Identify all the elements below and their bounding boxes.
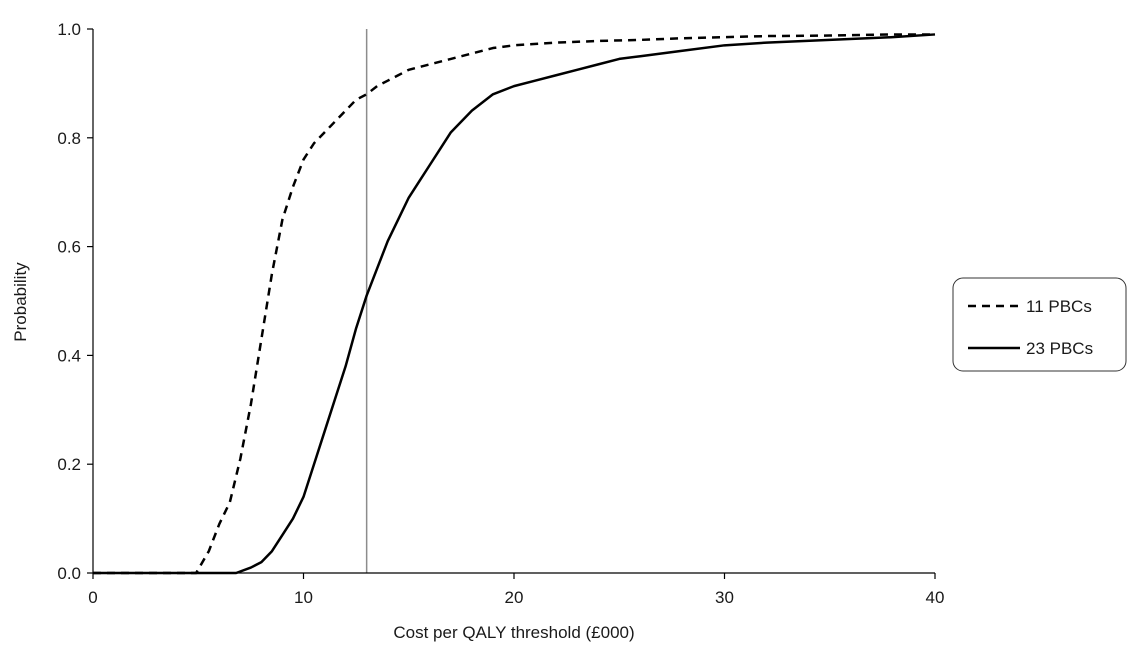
- axes-layer: [87, 28, 936, 579]
- x-tick-label: 40: [926, 588, 945, 607]
- legend: 11 PBCs 23 PBCs: [952, 277, 1127, 372]
- x-tick-label: 10: [294, 588, 313, 607]
- series-line-11-pbcs: [93, 33, 935, 575]
- y-tick-label: 0.2: [57, 455, 81, 474]
- tick-label-layer: 0.0 0.2 0.4 0.6 0.8 1.0 0 10 20 30 40: [57, 20, 944, 607]
- y-tick-label: 0.4: [57, 346, 81, 365]
- y-axis-title: Probability: [11, 262, 30, 342]
- x-tick-label: 20: [505, 588, 524, 607]
- y-tick-label: 0.0: [57, 564, 81, 583]
- y-tick-label: 0.6: [57, 238, 81, 257]
- series-line-23-pbcs: [93, 33, 936, 575]
- y-tick-label: 0.8: [57, 129, 81, 148]
- y-tick-label: 1.0: [57, 20, 81, 39]
- series-layer: [93, 33, 936, 575]
- legend-label-11-pbcs: 11 PBCs: [1026, 297, 1092, 316]
- legend-label-23-pbcs: 23 PBCs: [1026, 339, 1093, 358]
- x-tick-label: 30: [715, 588, 734, 607]
- x-tick-label: 0: [88, 588, 97, 607]
- x-axis-title: Cost per QALY threshold (£000): [393, 623, 634, 642]
